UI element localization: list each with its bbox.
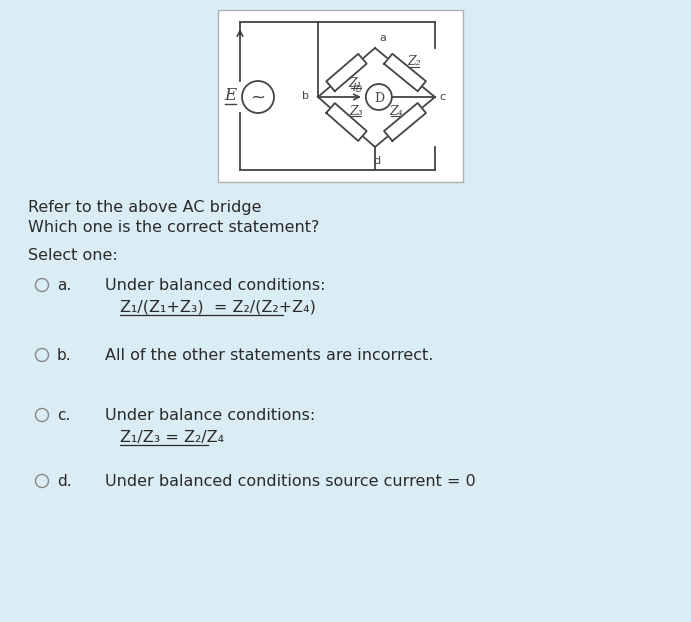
Text: Under balanced conditions source current = 0: Under balanced conditions source current… <box>105 474 475 489</box>
Text: d.: d. <box>57 474 72 489</box>
Polygon shape <box>384 103 426 141</box>
Text: $I_D$: $I_D$ <box>352 81 363 95</box>
Text: Under balanced conditions:: Under balanced conditions: <box>105 278 325 293</box>
Text: Z₁/(Z₁+Z₃)  = Z₂/(Z₂+Z₄): Z₁/(Z₁+Z₃) = Z₂/(Z₂+Z₄) <box>120 300 316 315</box>
Text: D: D <box>375 91 385 104</box>
Text: c.: c. <box>57 408 70 423</box>
Polygon shape <box>384 53 426 91</box>
Text: Z₁/Z₃ = Z₂/Z₄: Z₁/Z₃ = Z₂/Z₄ <box>120 430 224 445</box>
Text: All of the other statements are incorrect.: All of the other statements are incorrec… <box>105 348 433 363</box>
Text: a: a <box>379 33 386 43</box>
Text: Z₃: Z₃ <box>349 105 363 118</box>
Text: c: c <box>439 92 445 102</box>
Text: Under balance conditions:: Under balance conditions: <box>105 408 315 423</box>
Text: d: d <box>373 156 381 166</box>
Text: Z₂: Z₂ <box>407 55 421 68</box>
Text: Refer to the above AC bridge: Refer to the above AC bridge <box>28 200 261 215</box>
Text: Z₄: Z₄ <box>389 104 403 118</box>
Text: b.: b. <box>57 348 72 363</box>
Bar <box>218 10 463 182</box>
Polygon shape <box>326 103 367 141</box>
Text: E: E <box>224 86 236 103</box>
Text: a.: a. <box>57 278 71 293</box>
Circle shape <box>366 84 392 110</box>
Text: b: b <box>302 91 309 101</box>
Text: ~: ~ <box>251 89 265 107</box>
Text: Z₁: Z₁ <box>349 77 363 90</box>
Text: Which one is the correct statement?: Which one is the correct statement? <box>28 220 319 235</box>
Circle shape <box>242 81 274 113</box>
Polygon shape <box>326 54 367 91</box>
Text: Select one:: Select one: <box>28 248 117 263</box>
